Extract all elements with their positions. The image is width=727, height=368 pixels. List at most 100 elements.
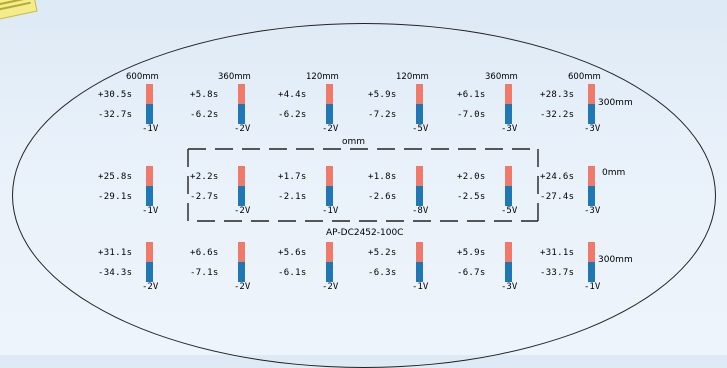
negative-value: -32.7s [98,110,133,120]
positive-value: +24.6s [540,172,575,182]
polarity-bar [505,242,512,282]
measurement-cell: +5.6s -6.1s -2V [278,230,348,292]
polarity-bar [588,84,595,124]
positive-value: +2.2s [190,172,219,182]
polarity-bar [238,166,245,206]
negative-bar-segment [588,104,595,124]
voltage-value: -3V [584,206,601,216]
polarity-bar [238,242,245,282]
positive-bar-segment [326,242,333,262]
negative-bar-segment [588,262,595,282]
voltage-value: -2V [234,206,251,216]
measurement-cell: +25.8s -29.1s -1V [98,154,168,216]
positive-bar-segment [238,242,245,262]
polarity-bar [588,166,595,206]
negative-bar-segment [146,262,153,282]
negative-bar-segment [238,104,245,124]
positive-value: +4.4s [278,90,307,100]
positive-bar-segment [326,166,333,186]
positive-value: +5.6s [278,248,307,258]
negative-bar-segment [146,104,153,124]
voltage-value: -5V [412,124,429,134]
negative-value: -6.3s [368,268,397,278]
voltage-value: -3V [501,124,518,134]
polarity-bar [505,84,512,124]
distance-label: 360mm [485,72,518,82]
row-mid-mm-label: 0mm [602,168,626,178]
positive-bar-segment [416,166,423,186]
measurement-cell: 600mm +28.3s -32.2s -3V [540,72,610,134]
measurement-cell: +6.6s -7.1s -2V [190,230,260,292]
model-label: AP-DC2452-100C [326,228,404,238]
negative-value: -2.6s [368,192,397,202]
measurement-cell: +24.6s -27.4s -3V [540,154,610,216]
polarity-bar [238,84,245,124]
measurement-cell: 120mm +4.4s -6.2s -2V [278,72,348,134]
voltage-value: -2V [322,124,339,134]
positive-value: +25.8s [98,172,133,182]
measurement-cell: +2.2s -2.7s -2V [190,154,260,216]
voltage-value: -3V [501,282,518,292]
negative-value: -34.3s [98,268,133,278]
distance-label: 600mm [568,72,601,82]
positive-bar-segment [146,242,153,262]
negative-value: -6.2s [278,110,307,120]
corner-sticky-note [0,0,38,21]
positive-value: +30.5s [98,90,133,100]
negative-value: -2.1s [278,192,307,202]
voltage-value: -2V [234,282,251,292]
negative-value: -6.2s [190,110,219,120]
negative-bar-segment [505,262,512,282]
measurement-cell: +31.1s -34.3s -2V [98,230,168,292]
negative-value: -7.2s [368,110,397,120]
measurement-cell: 120mm +5.9s -7.2s -5V [368,72,438,134]
voltage-value: -5V [501,206,518,216]
negative-value: -27.4s [540,192,575,202]
polarity-bar [588,242,595,282]
voltage-value: -2V [142,282,159,292]
positive-bar-segment [416,242,423,262]
positive-value: +5.9s [457,248,486,258]
negative-value: -2.5s [457,192,486,202]
measurement-cell: +5.2s -6.3s -1V [368,230,438,292]
negative-bar-segment [505,104,512,124]
negative-value: -2.7s [190,192,219,202]
negative-value: -29.1s [98,192,133,202]
positive-value: +5.2s [368,248,397,258]
positive-value: +5.9s [368,90,397,100]
polarity-bar [326,84,333,124]
polarity-bar [416,242,423,282]
distance-label: 600mm [126,72,159,82]
negative-value: -32.2s [540,110,575,120]
negative-bar-segment [326,186,333,206]
positive-bar-segment [238,84,245,104]
measurement-cell: +1.7s -2.1s -1V [278,154,348,216]
negative-bar-segment [238,186,245,206]
negative-bar-segment [146,186,153,206]
negative-bar-segment [416,104,423,124]
distance-label: 360mm [218,72,251,82]
row-top-mm-label: 300mm [598,98,633,108]
positive-bar-segment [588,166,595,186]
positive-bar-segment [238,166,245,186]
negative-value: -6.7s [457,268,486,278]
positive-value: +6.6s [190,248,219,258]
positive-bar-segment [505,242,512,262]
positive-bar-segment [416,84,423,104]
positive-bar-segment [146,166,153,186]
negative-bar-segment [326,262,333,282]
polarity-bar [326,166,333,206]
positive-value: +31.1s [540,248,575,258]
polarity-bar [326,242,333,282]
center-mm-label: omm [342,137,366,147]
polarity-bar [505,166,512,206]
positive-value: +31.1s [98,248,133,258]
negative-bar-segment [588,186,595,206]
negative-bar-segment [416,186,423,206]
voltage-value: -2V [234,124,251,134]
positive-value: +28.3s [540,90,575,100]
polarity-bar [146,242,153,282]
distance-label: 120mm [306,72,339,82]
positive-value: +1.7s [278,172,307,182]
row-bot-mm-label: 300mm [598,255,633,265]
